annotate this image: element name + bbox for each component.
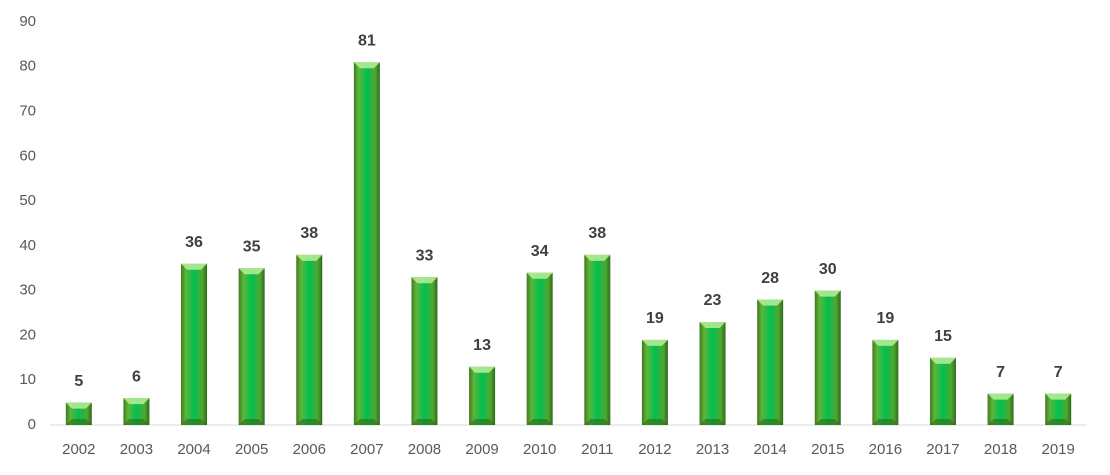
y-tick-label: 70 — [19, 103, 36, 120]
bar-bevel — [641, 419, 668, 425]
x-tick-label: 2002 — [62, 441, 95, 458]
bar — [181, 263, 208, 425]
bar — [469, 366, 496, 425]
y-tick-label: 50 — [19, 192, 36, 209]
bar-bevel — [526, 272, 553, 279]
bar-bevel — [584, 254, 611, 261]
y-tick-label: 10 — [19, 371, 36, 388]
bar-bevel — [1045, 393, 1072, 400]
x-tick-label: 2009 — [465, 441, 498, 458]
data-label: 33 — [416, 247, 434, 264]
bar-bevel — [123, 419, 150, 425]
data-label: 35 — [243, 238, 261, 255]
bar-bevel — [238, 419, 265, 425]
bar — [353, 62, 380, 426]
bar-bevel — [584, 419, 611, 425]
bar — [411, 277, 438, 425]
x-tick-label: 2017 — [926, 441, 959, 458]
x-tick-label: 2014 — [753, 441, 786, 458]
data-label: 19 — [646, 310, 664, 327]
y-tick-label: 90 — [19, 13, 36, 30]
y-tick-label: 60 — [19, 147, 36, 164]
bar-bevel — [641, 339, 668, 346]
y-tick-label: 80 — [19, 58, 36, 75]
bar-bevel — [929, 419, 956, 425]
x-tick-label: 2007 — [350, 441, 383, 458]
bar-bevel — [411, 419, 438, 425]
x-tick-label: 2003 — [120, 441, 153, 458]
x-tick-label: 2015 — [811, 441, 844, 458]
data-label: 81 — [358, 33, 376, 50]
y-tick-label: 0 — [28, 416, 36, 433]
data-label: 7 — [1054, 364, 1063, 381]
bar — [296, 254, 323, 425]
bar — [929, 357, 956, 425]
bar-bevel — [296, 254, 323, 261]
bar — [699, 322, 726, 425]
bar — [526, 272, 553, 425]
x-tick-label: 2012 — [638, 441, 671, 458]
bar-bevel — [411, 277, 438, 284]
data-label: 30 — [819, 261, 837, 278]
x-tick-label: 2010 — [523, 441, 556, 458]
bar — [238, 268, 265, 425]
data-label: 38 — [300, 225, 318, 242]
data-label: 13 — [473, 337, 491, 354]
bar-bevel — [987, 393, 1014, 400]
bar-bevel — [814, 419, 841, 425]
bar-bevel — [757, 419, 784, 425]
bar-bevel — [181, 263, 208, 270]
x-tick-label: 2006 — [293, 441, 326, 458]
data-label: 34 — [531, 243, 549, 260]
bar — [641, 339, 668, 425]
data-label: 38 — [588, 225, 606, 242]
y-tick-label: 30 — [19, 282, 36, 299]
x-tick-label: 2018 — [984, 441, 1017, 458]
x-tick-label: 2019 — [1042, 441, 1075, 458]
bar — [872, 339, 899, 425]
bar-bevel — [181, 419, 208, 425]
bar-bevel — [1045, 419, 1072, 425]
x-tick-label: 2016 — [869, 441, 902, 458]
data-label: 19 — [876, 310, 894, 327]
bar-bevel — [296, 419, 323, 425]
bar-bevel — [123, 398, 150, 405]
data-label: 23 — [704, 292, 722, 309]
bar-bevel — [699, 322, 726, 329]
data-label: 28 — [761, 270, 779, 287]
bar-bevel — [814, 290, 841, 297]
bar-bevel — [987, 419, 1014, 425]
bar-bevel — [65, 402, 92, 409]
bar-bevel — [469, 366, 496, 373]
y-tick-label: 40 — [19, 237, 36, 254]
bar-bevel — [238, 268, 265, 275]
x-tick-label: 2011 — [581, 441, 613, 458]
bar — [757, 299, 784, 425]
data-label: 15 — [934, 328, 952, 345]
bar-bevel — [699, 419, 726, 425]
x-tick-label: 2004 — [177, 441, 210, 458]
bar-bevel — [353, 419, 380, 425]
bar-bevel — [872, 419, 899, 425]
data-label: 36 — [185, 234, 203, 251]
bar-bevel — [872, 339, 899, 346]
x-tick-label: 2008 — [408, 441, 441, 458]
x-tick-label: 2005 — [235, 441, 268, 458]
data-label: 5 — [74, 373, 83, 390]
bar-bevel — [65, 419, 92, 425]
bar-bevel — [929, 357, 956, 364]
x-tick-label: 2013 — [696, 441, 729, 458]
bar-bevel — [526, 419, 553, 425]
y-tick-label: 20 — [19, 326, 36, 343]
bar-bevel — [757, 299, 784, 306]
bar — [584, 254, 611, 425]
data-label: 6 — [132, 368, 141, 385]
bar — [814, 290, 841, 425]
bar-bevel — [353, 62, 380, 69]
data-label: 7 — [996, 364, 1005, 381]
bar-bevel — [469, 419, 496, 425]
